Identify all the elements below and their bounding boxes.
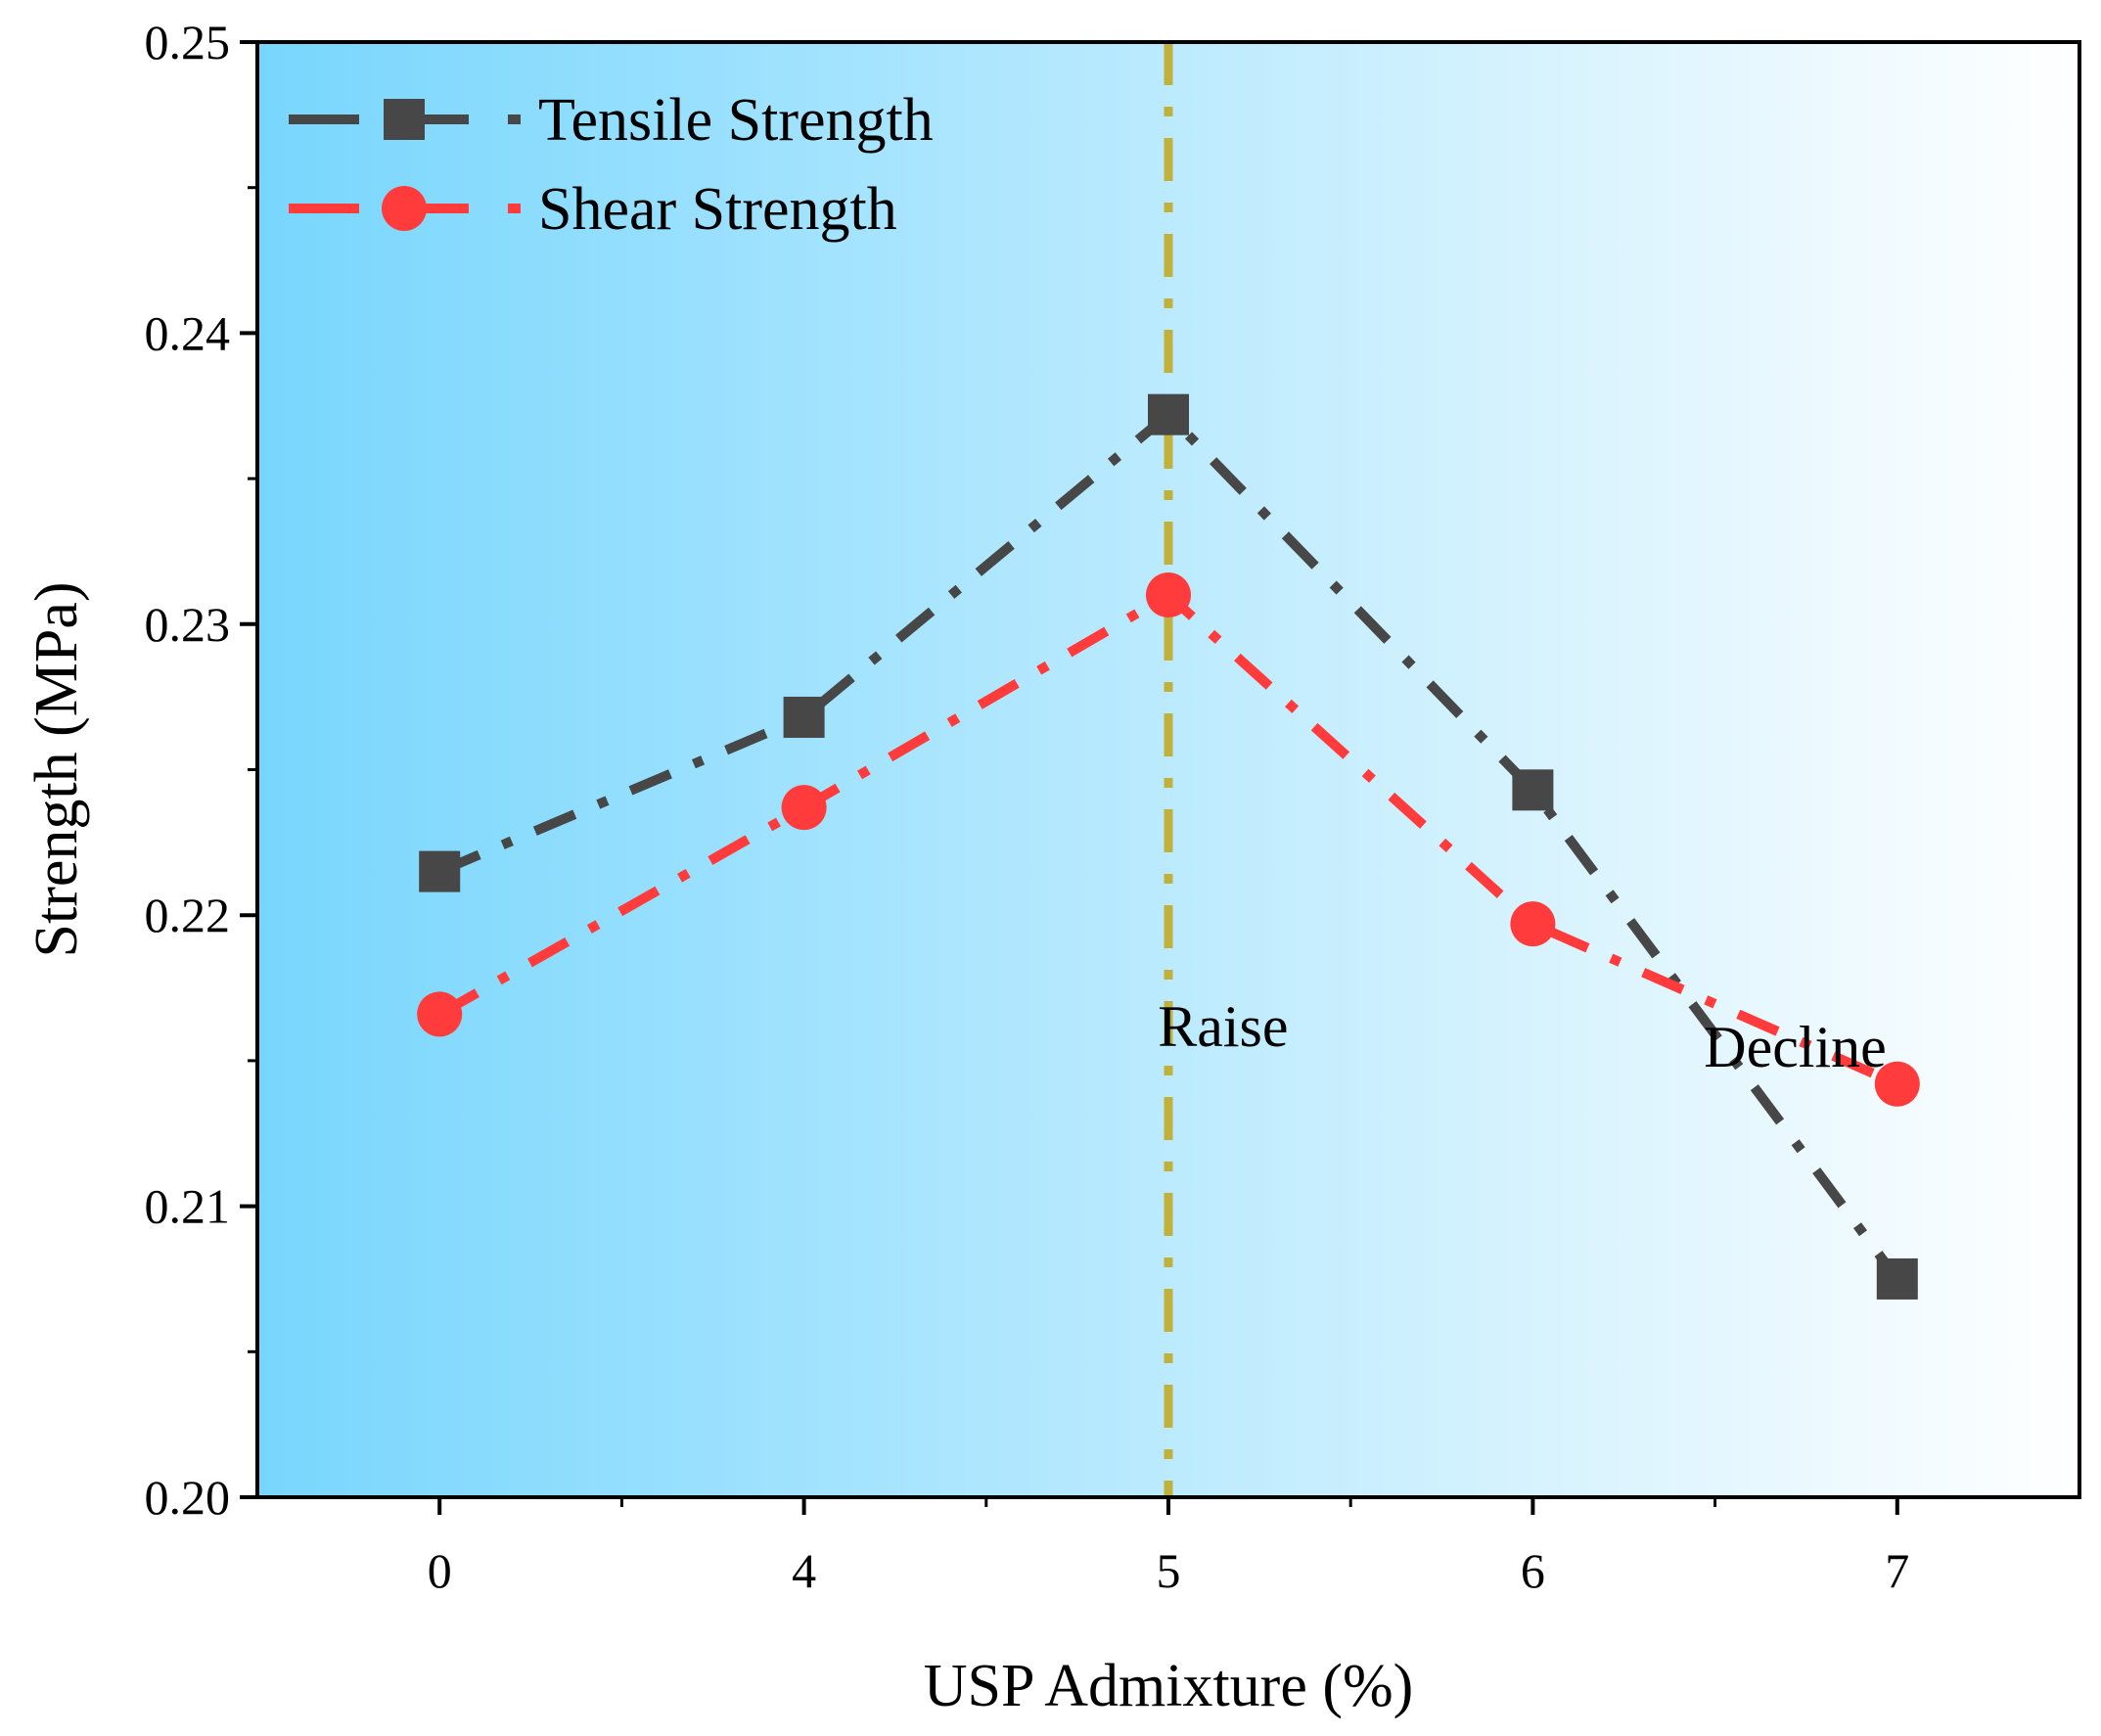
legend: Tensile Strength Shear Strength bbox=[289, 87, 934, 243]
y-tick-label: 0.23 bbox=[145, 597, 231, 652]
y-tick-label: 0.21 bbox=[145, 1179, 231, 1234]
legend-marker-circle bbox=[382, 186, 427, 231]
series-layer bbox=[417, 393, 1920, 1300]
x-tick-label: 0 bbox=[428, 1543, 452, 1598]
legend-label-tensile: Tensile Strength bbox=[538, 87, 934, 154]
shear-point bbox=[781, 785, 827, 831]
annotation-decline: Decline bbox=[1704, 1015, 1887, 1079]
x-tick-label: 6 bbox=[1521, 1543, 1545, 1598]
shear-point bbox=[417, 991, 463, 1037]
y-tick-label: 0.24 bbox=[145, 305, 231, 360]
x-tick-label: 5 bbox=[1157, 1543, 1181, 1598]
shear-point bbox=[1510, 901, 1556, 947]
legend-label-shear: Shear Strength bbox=[538, 176, 897, 243]
legend-item-tensile: Tensile Strength bbox=[289, 87, 934, 154]
y-tick-label: 0.22 bbox=[145, 888, 231, 942]
tensile-point bbox=[1148, 393, 1189, 435]
plot-background bbox=[257, 42, 2079, 1497]
legend-marker-square bbox=[384, 99, 425, 140]
tensile-point bbox=[783, 696, 825, 738]
axes-layer: 0 4 5 6 7 0.20 0.21 0.22 0.23 0.24 0.25 bbox=[145, 15, 1910, 1598]
tensile-point bbox=[1876, 1257, 1918, 1300]
tensile-point bbox=[419, 850, 461, 892]
legend-item-shear: Shear Strength bbox=[289, 176, 897, 243]
y-axis-title: Strength (MPa) bbox=[23, 581, 90, 957]
x-tick-label: 4 bbox=[792, 1543, 816, 1598]
tensile-point bbox=[1512, 769, 1554, 811]
y-tick-label: 0.20 bbox=[145, 1470, 231, 1525]
y-tick-label: 0.25 bbox=[145, 15, 231, 69]
x-tick-label: 7 bbox=[1885, 1543, 1909, 1598]
shear-point bbox=[1146, 572, 1191, 618]
shear-point bbox=[1874, 1061, 1920, 1107]
annotation-raise: Raise bbox=[1158, 994, 1288, 1059]
x-axis-title: USP Admixture (%) bbox=[924, 1653, 1414, 1719]
